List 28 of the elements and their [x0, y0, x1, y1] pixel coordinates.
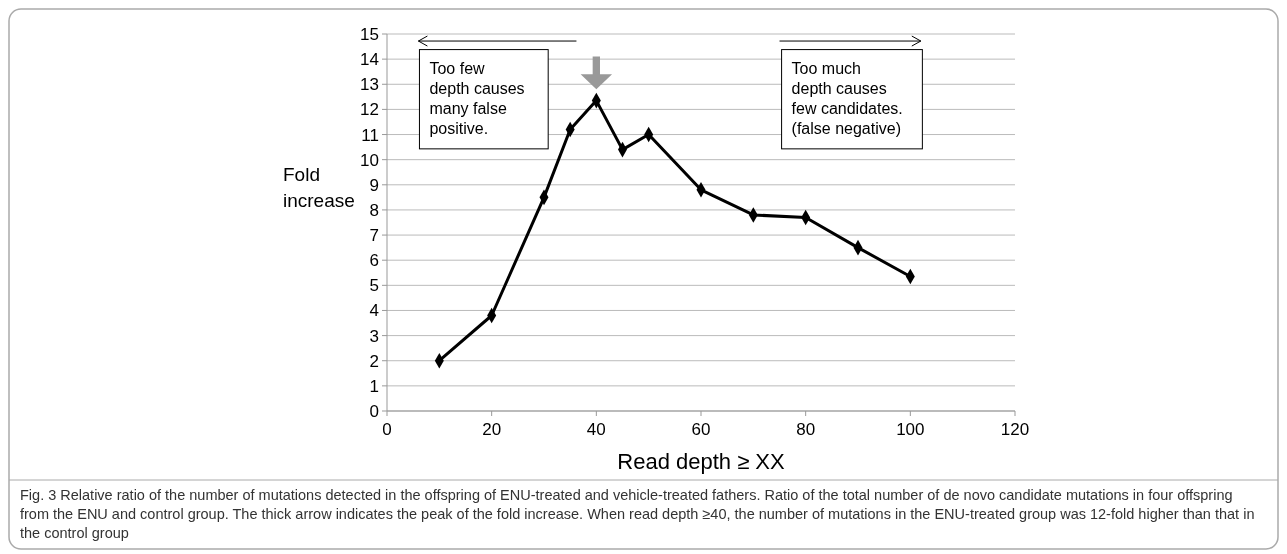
x-tick-label: 100: [896, 420, 925, 439]
y-tick-label: 4: [369, 301, 379, 321]
y-tick-label: 0: [369, 402, 379, 421]
x-axis-title: Read depth ≥ XX: [617, 449, 786, 474]
y-tick-label: 1: [369, 376, 379, 396]
y-tick-label: 6: [369, 251, 379, 271]
annotation: Too few depth causes many false positive.: [429, 59, 525, 137]
y-tick-label: 3: [369, 326, 379, 346]
y-axis-title: Fold increase: [283, 164, 355, 211]
y-tick-label: 11: [361, 125, 379, 145]
x-tick-label: 20: [482, 420, 502, 439]
y-tick-label: 12: [360, 100, 379, 120]
y-tick-label: 7: [369, 226, 379, 246]
y-tick-label: 14: [360, 50, 379, 70]
x-tick-label: 0: [382, 420, 392, 439]
y-tick-label: 10: [360, 150, 379, 170]
x-tick-label: 80: [796, 420, 816, 439]
y-tick-label: 2: [369, 351, 379, 371]
y-tick-label: 8: [369, 200, 379, 220]
y-tick-label: 9: [369, 175, 379, 195]
annotation: Too much depth causes few candidates. (false negative): [791, 59, 903, 137]
x-tick-label: 40: [586, 420, 606, 439]
y-tick-label: 5: [369, 276, 379, 296]
x-tick-label: 120: [1000, 420, 1030, 439]
y-tick-label: 13: [360, 75, 379, 95]
y-tick-label: 15: [360, 25, 379, 44]
x-tick-label: 60: [691, 420, 711, 439]
caption: Fig. 3 Relative ratio of the number of mutations detected in the offspring of ENU-treated and vehicle-treated fathers. Ratio of the total number of de novo candidate mutations in four offspring from the ENU and control group. The thick arrow indicates the peak of the fold increase. When read depth ≥40, the number of mutations in the ENU-treated group was 12-fold higher than that in the control group: [20, 487, 1255, 541]
